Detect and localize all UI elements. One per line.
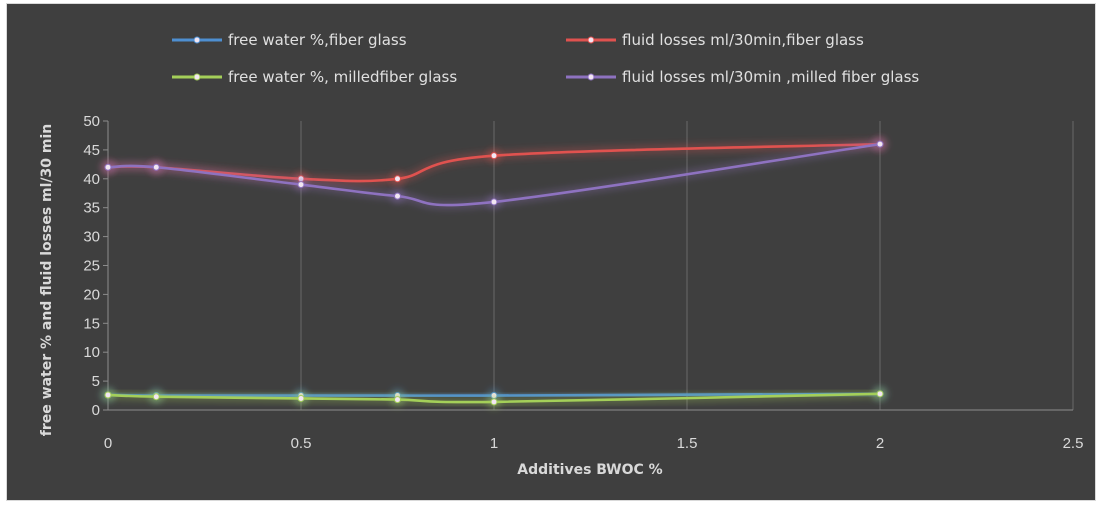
series-2	[101, 386, 887, 409]
legend-item-2: free water %, milledfiber glass	[172, 68, 457, 86]
series-2-point-4	[490, 398, 498, 406]
y-axis-label: free water % and fluid losses ml/30 min	[39, 124, 55, 436]
y-tick-label-4: 20	[83, 286, 100, 303]
series-3-point-1	[152, 163, 160, 171]
legend-item-0: free water %,fiber glass	[172, 31, 407, 49]
axes	[107, 121, 1073, 411]
x-tick-label-5: 2.5	[1063, 435, 1084, 452]
legend-marker-1	[587, 36, 595, 44]
series-2-point-0	[104, 391, 112, 399]
y-tick-label-7: 35	[83, 200, 100, 217]
series-3	[101, 137, 887, 210]
legend-label-3: fluid losses ml/30min ,milled fiber glas…	[622, 68, 919, 86]
legend-label-0: free water %,fiber glass	[228, 31, 407, 49]
series-1-point-4	[490, 152, 498, 160]
tick-labels: 0 5 10 15 20 25 30 35 40 45 50 0 0.5 1 1.5 2 2.5	[83, 113, 1083, 452]
series-layer	[101, 137, 887, 409]
y-tick-label-2: 10	[83, 344, 100, 361]
legend-marker-0	[193, 36, 201, 44]
series-2-point-1	[152, 393, 160, 401]
gridlines	[300, 121, 1074, 410]
legend-label-1: fluid losses ml/30min,fiber glass	[622, 31, 864, 49]
y-tick-label-10: 50	[83, 113, 100, 130]
series-2-point-2	[297, 394, 305, 402]
x-tick-label-0: 0	[104, 435, 112, 452]
chart-frame	[6, 3, 1096, 501]
series-1-point-3	[394, 175, 401, 183]
legend-marker-2	[193, 73, 201, 81]
legend-item-3: fluid losses ml/30min ,milled fiber glas…	[566, 68, 919, 86]
series-3-point-0	[104, 163, 112, 171]
series-3-point-2	[297, 181, 305, 189]
series-3-point-4	[490, 198, 498, 206]
series-2-point-3	[394, 396, 401, 404]
series-3-point-3	[394, 192, 401, 200]
y-tick-label-5: 25	[83, 258, 100, 275]
y-tick-label-8: 40	[83, 171, 100, 188]
legend-marker-3	[587, 73, 595, 81]
x-tick-label-4: 2	[876, 435, 884, 452]
series-2-point-5	[876, 390, 884, 398]
x-tick-label-3: 1.5	[677, 435, 698, 452]
legend-label-2: free water %, milledfiber glass	[228, 68, 457, 86]
x-tick-label-2: 1	[490, 435, 498, 452]
legend: free water %,fiber glass fluid losses ml/…	[172, 31, 919, 86]
y-tick-label-3: 15	[83, 315, 100, 332]
y-tick-label-1: 5	[92, 373, 100, 390]
y-tick-label-6: 30	[83, 229, 100, 246]
legend-item-1: fluid losses ml/30min,fiber glass	[566, 31, 864, 49]
series-3-point-5	[876, 140, 884, 148]
x-tick-label-1: 0.5	[291, 435, 312, 452]
y-tick-label-9: 45	[83, 142, 100, 159]
y-tick-label-0: 0	[92, 402, 100, 419]
x-axis-label: Additives BWOC %	[517, 462, 662, 478]
